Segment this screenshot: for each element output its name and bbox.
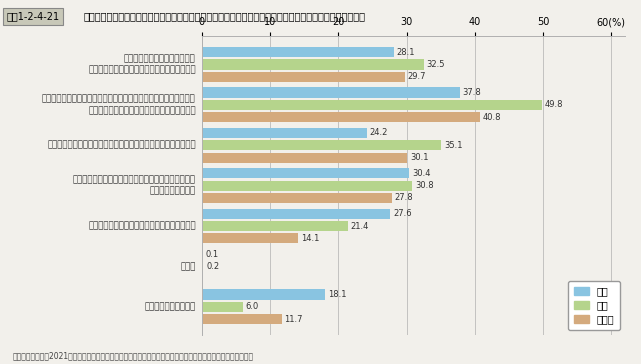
Text: 30.8: 30.8	[415, 181, 433, 190]
Text: 特に課題・障壁はない: 特に課題・障壁はない	[145, 302, 196, 311]
Bar	[202, 47, 394, 57]
Text: 49.8: 49.8	[544, 100, 563, 109]
Bar	[202, 261, 203, 272]
Text: 0.1: 0.1	[205, 250, 219, 258]
Bar	[202, 128, 367, 138]
Bar	[202, 140, 442, 150]
Text: 21.4: 21.4	[351, 222, 369, 230]
Text: 27.8: 27.8	[394, 194, 413, 202]
Bar	[202, 233, 298, 244]
Bar	[202, 249, 203, 259]
Bar	[202, 153, 407, 163]
Text: 28.1: 28.1	[396, 48, 415, 57]
Bar	[202, 112, 480, 122]
Text: 11.7: 11.7	[285, 314, 303, 324]
Text: 14.1: 14.1	[301, 234, 319, 243]
Text: （出典）総務省（2021）「デジタル・トランスフォーメーションによる経済へのインパクトに関する調査研究」: （出典）総務省（2021）「デジタル・トランスフォーメーションによる経済へのイン…	[13, 351, 254, 360]
Text: 30.1: 30.1	[410, 153, 429, 162]
Text: 18.1: 18.1	[328, 290, 347, 299]
Text: 27.6: 27.6	[393, 209, 412, 218]
Text: パーソナルデータ以外のデータの取扱いや利活用に関して現在又は今後想定される課題や障壁（複数選択）: パーソナルデータ以外のデータの取扱いや利活用に関して現在又は今後想定される課題や…	[83, 11, 365, 21]
Bar	[202, 209, 390, 219]
Text: データの収集・管理に係るコストの増大（データのフォーマット等
が共通化されていない、データ品質の確保等）: データの収集・管理に係るコストの増大（データのフォーマット等 が共通化されていな…	[42, 95, 196, 115]
Text: 24.2: 24.2	[370, 128, 388, 137]
Text: データの所有権の帰属が自社ではない又は不明な場合があること: データの所有権の帰属が自社ではない又は不明な場合があること	[47, 141, 196, 150]
Text: 6.0: 6.0	[246, 302, 259, 311]
Text: データを取り扱う（処理・分析等）人材の不足: データを取り扱う（処理・分析等）人材の不足	[88, 222, 196, 230]
Bar	[202, 193, 392, 203]
Bar	[202, 72, 404, 82]
Text: 37.8: 37.8	[463, 88, 481, 97]
Text: 30.4: 30.4	[412, 169, 431, 178]
Bar	[202, 289, 326, 300]
Bar	[202, 221, 348, 231]
Text: 40.8: 40.8	[483, 113, 501, 122]
Bar	[202, 59, 424, 70]
Text: 29.7: 29.7	[407, 72, 426, 81]
Bar	[202, 168, 410, 178]
Bar	[202, 87, 460, 98]
Bar	[202, 314, 282, 324]
Bar	[202, 100, 542, 110]
Text: 個人データとの線引きが不明瞭
（個人データに該当しないという判断が困難）: 個人データとの線引きが不明瞭 （個人データに該当しないという判断が困難）	[88, 54, 196, 75]
Text: 35.1: 35.1	[444, 141, 463, 150]
Text: 図表1-2-4-21: 図表1-2-4-21	[6, 11, 60, 21]
Text: その他: その他	[181, 262, 196, 271]
Bar	[202, 181, 412, 191]
Bar	[202, 302, 243, 312]
Legend: 日本, 米国, ドイツ: 日本, 米国, ドイツ	[569, 281, 620, 330]
Text: 32.5: 32.5	[426, 60, 445, 69]
Text: 0.2: 0.2	[206, 262, 219, 271]
Text: ビジネスにおける収集等データの利活用方法の欠如、
費用対効果が不明瞭: ビジネスにおける収集等データの利活用方法の欠如、 費用対効果が不明瞭	[73, 175, 196, 196]
